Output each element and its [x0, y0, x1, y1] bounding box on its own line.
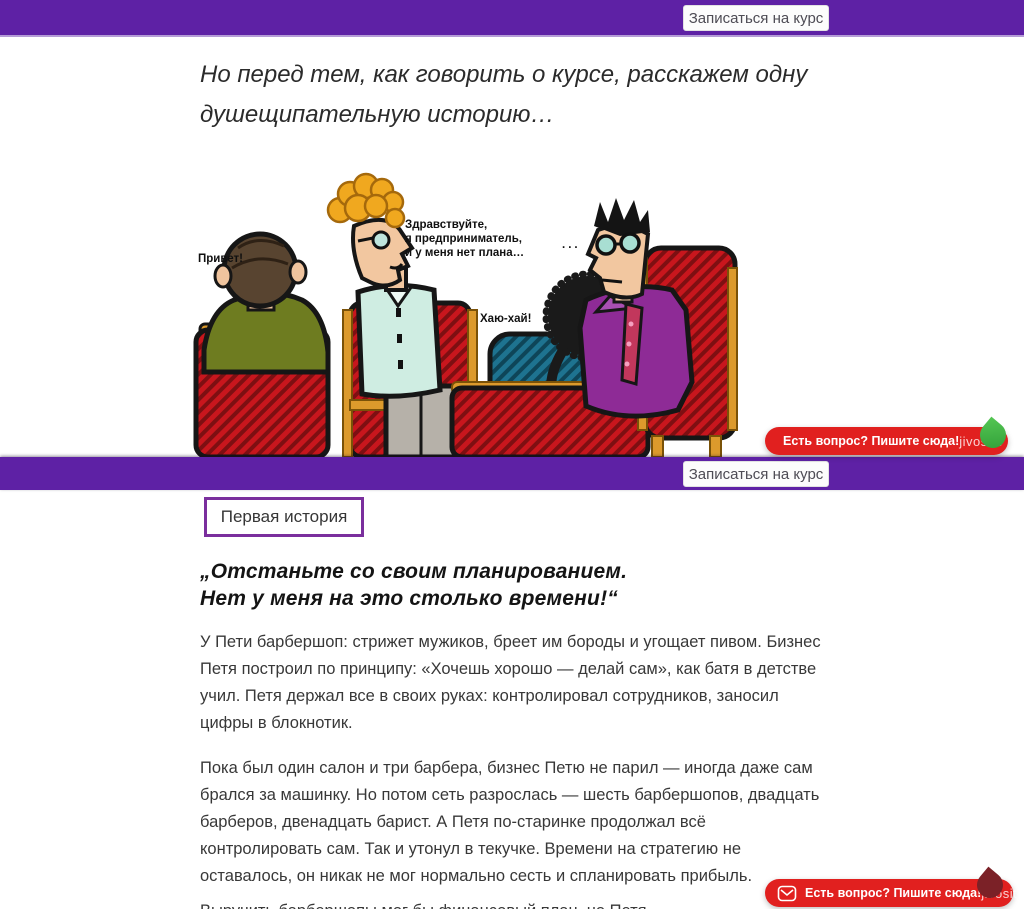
signup-course-button[interactable]: Записаться на курс	[683, 5, 829, 31]
bubble-center-line3: и у меня нет плана…	[405, 247, 524, 259]
chat-widget-bottom[interactable]: Есть вопрос? Пишите сюда! jivosite	[765, 866, 1024, 907]
bubble-center-line2: я предприниматель,	[405, 233, 522, 245]
chat-widget-label: Есть вопрос? Пишите сюда!	[783, 434, 960, 448]
story-quote: „Отстаньте со своим планированием. Нет у…	[200, 558, 860, 612]
quote-line1: „Отстаньте со своим планированием.	[200, 560, 628, 583]
bubble-privet: Привет!	[198, 253, 243, 265]
story-badge: Первая история	[204, 497, 364, 537]
story-paragraph-3-partial: Выручить барбершопы мог бы финансовый пл…	[200, 898, 825, 909]
intro-heading-line2: душещипательную историю…	[200, 101, 555, 128]
bubble-hayu-hay: Хаю-хай!	[480, 313, 531, 325]
standing-man	[326, 172, 459, 457]
left-man-back	[201, 231, 331, 375]
quote-line2: Нет у меня на это столько времени!“	[200, 587, 618, 610]
chat-widget-label: Есть вопрос? Пишите сюда!	[805, 886, 982, 900]
intro-heading: Но перед тем, как говорить о курсе, расс…	[200, 55, 860, 135]
right-man	[577, 198, 695, 419]
curly-hair	[326, 172, 406, 229]
intro-heading-line1: Но перед тем, как говорить о курсе, расс…	[200, 61, 808, 88]
story-badge-label: Первая история	[220, 507, 348, 526]
top-sticky-bar: Записаться на курс	[0, 0, 1024, 37]
speech-labels: Привет! Здравствуйте, я предприниматель,…	[198, 219, 581, 325]
story-paragraph-1: У Пети барбершоп: стрижет мужиков, бреет…	[200, 633, 821, 732]
bubble-dots: ...	[562, 239, 581, 251]
cartoon-svg: Привет! Здравствуйте, я предприниматель,…	[193, 172, 738, 457]
signup-course-button-2[interactable]: Записаться на курс	[683, 461, 829, 487]
envelope-icon	[777, 885, 797, 901]
cartoon-illustration: Привет! Здравствуйте, я предприниматель,…	[190, 138, 760, 457]
bubble-center-line1: Здравствуйте,	[405, 219, 487, 231]
chat-widget-top[interactable]: Есть вопрос? Пишите сюда! jivosite	[765, 416, 1012, 455]
mid-sticky-bar: Записаться на курс	[0, 457, 1024, 490]
story-paragraph-2: Пока был один салон и три барбера, бизне…	[200, 759, 820, 885]
